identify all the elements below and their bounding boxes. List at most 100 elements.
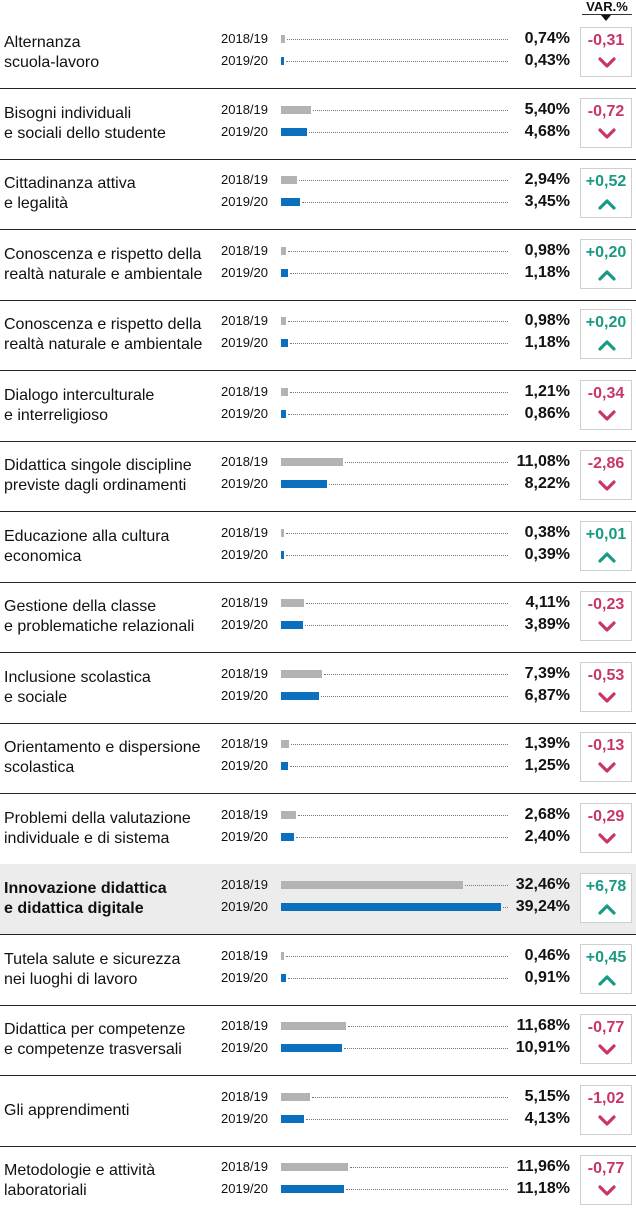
leader-dots xyxy=(299,180,508,181)
row-separator xyxy=(0,1145,636,1147)
leader-dots xyxy=(321,695,508,697)
year-label-2019: 2019/20 xyxy=(221,1110,268,1126)
variation-box: -0,77 xyxy=(580,1155,632,1205)
variation-value: -0,31 xyxy=(587,32,625,49)
bar-2018 xyxy=(281,1163,348,1171)
leader-dots xyxy=(287,413,508,415)
value-2019: 4,68% xyxy=(524,122,570,140)
value-2019: 39,24% xyxy=(515,898,570,915)
var-header-rule xyxy=(582,14,632,15)
value-2018: 5,40% xyxy=(524,100,570,118)
leader-dots xyxy=(286,955,508,957)
year-label-2019: 2019/20 xyxy=(221,123,268,139)
bar-2019 xyxy=(281,480,328,488)
leader-dots xyxy=(502,907,508,908)
leader-dots xyxy=(288,977,508,979)
category-row: Conoscenza e rispetto della realtà natura… xyxy=(0,230,636,301)
variation-value: +0,01 xyxy=(585,525,627,543)
bar-2019 xyxy=(281,127,308,136)
category-label-line: Gli apprendimenti xyxy=(4,1101,130,1119)
value-2019: 2,40% xyxy=(524,827,570,845)
variation-value: -1,02 xyxy=(587,1089,625,1107)
year-label-2018: 2018/19 xyxy=(221,877,268,892)
leader-dots xyxy=(286,532,508,534)
bar-2019 xyxy=(281,973,287,982)
category-label-line: realtà naturale e ambientale xyxy=(4,336,203,353)
category-label: Innovazione didattica e didattica digital… xyxy=(4,879,219,919)
category-row: Bisogni individuali e sociali dello stude… xyxy=(0,89,636,160)
bar-2019 xyxy=(281,762,288,770)
leader-dots xyxy=(288,250,508,252)
variation-value: +0,20 xyxy=(585,243,627,261)
bar-2018 xyxy=(281,669,323,678)
variation-box: -0,31 xyxy=(580,27,632,77)
leader-dots xyxy=(306,1118,508,1120)
category-label-line: Didattica per competenze xyxy=(4,1021,186,1038)
leader-dots xyxy=(345,462,508,463)
year-label-2019: 2019/20 xyxy=(221,828,268,844)
category-label-line: e sociali dello studente xyxy=(4,124,166,142)
chevron-up-icon xyxy=(598,904,616,915)
category-label: Gestione della classe e problematiche rel… xyxy=(4,597,219,637)
variation-box: +0,52 xyxy=(580,168,632,218)
row-separator xyxy=(0,581,636,583)
leader-dots xyxy=(288,321,508,322)
category-label: Alternanza scuola-lavoro xyxy=(4,33,219,73)
category-label: Metodologie e attività laboratoriali xyxy=(4,1161,219,1201)
chevron-down-icon xyxy=(598,1185,616,1196)
chevron-down-icon xyxy=(598,127,616,139)
category-row: Didattica singole discipline previste dag… xyxy=(0,441,636,512)
category-label: Cittadinanza attiva e legalità xyxy=(4,174,219,214)
leader-dots xyxy=(306,603,508,604)
variation-value: -0,34 xyxy=(587,384,625,402)
chevron-down-icon xyxy=(598,409,616,421)
category-label-line: Inclusione scolastica xyxy=(4,668,151,686)
category-row: Didattica per competenze e competenze tra… xyxy=(0,1005,636,1076)
category-label: Didattica singole discipline previste dag… xyxy=(4,456,219,496)
bar-2018 xyxy=(281,387,288,396)
year-label-2019: 2019/20 xyxy=(221,617,268,632)
bar-2018 xyxy=(281,951,284,960)
variation-box: +0,01 xyxy=(580,520,632,571)
category-label-line: Tutela salute e sicurezza xyxy=(4,950,181,968)
chevron-up-icon xyxy=(598,551,616,563)
year-label-2018: 2018/19 xyxy=(221,595,268,610)
category-label-line: Gestione della classe xyxy=(4,598,157,615)
year-label-2019: 2019/20 xyxy=(221,969,268,985)
category-label-line: Innovazione didattica xyxy=(4,880,167,897)
row-separator xyxy=(0,370,636,371)
chevron-down-icon xyxy=(598,621,616,632)
category-row: Innovazione didattica e didattica digital… xyxy=(0,864,636,935)
variation-value: +0,20 xyxy=(585,314,627,331)
variation-box: +0,20 xyxy=(580,309,632,359)
row-separator xyxy=(0,440,636,442)
value-2019: 1,18% xyxy=(524,334,570,351)
year-label-2019: 2019/20 xyxy=(221,546,268,562)
value-2018: 1,39% xyxy=(524,735,570,752)
leader-dots xyxy=(302,202,508,203)
category-label-line: Educazione alla cultura xyxy=(4,527,170,545)
category-label: Dialogo interculturale e interreligioso xyxy=(4,386,219,426)
leader-dots xyxy=(348,1026,508,1027)
variation-value: -0,23 xyxy=(587,596,625,613)
bar-2018 xyxy=(281,528,284,537)
year-label-2019: 2019/20 xyxy=(221,687,268,703)
leader-dots xyxy=(329,484,508,485)
row-separator xyxy=(0,652,636,653)
bar-2019 xyxy=(281,621,303,629)
bar-2018 xyxy=(281,35,286,43)
year-label-2018: 2018/19 xyxy=(221,947,268,963)
year-label-2018: 2018/19 xyxy=(221,172,268,187)
variation-value: -0,53 xyxy=(587,666,625,684)
category-label: Didattica per competenze e competenze tra… xyxy=(4,1020,219,1060)
year-label-2019: 2019/20 xyxy=(221,1040,268,1055)
variation-box: -0,77 xyxy=(580,1014,632,1064)
variation-box: -0,23 xyxy=(580,591,632,641)
bar-2019 xyxy=(281,339,288,347)
category-label-line: previste dagli ordinamenti xyxy=(4,477,187,494)
category-label-line: Orientamento e dispersione xyxy=(4,739,201,756)
category-row: Inclusione scolastica e sociale 2018/19 201… xyxy=(0,653,636,724)
variation-box: -0,29 xyxy=(580,802,632,853)
year-label-2018: 2018/19 xyxy=(221,665,268,681)
